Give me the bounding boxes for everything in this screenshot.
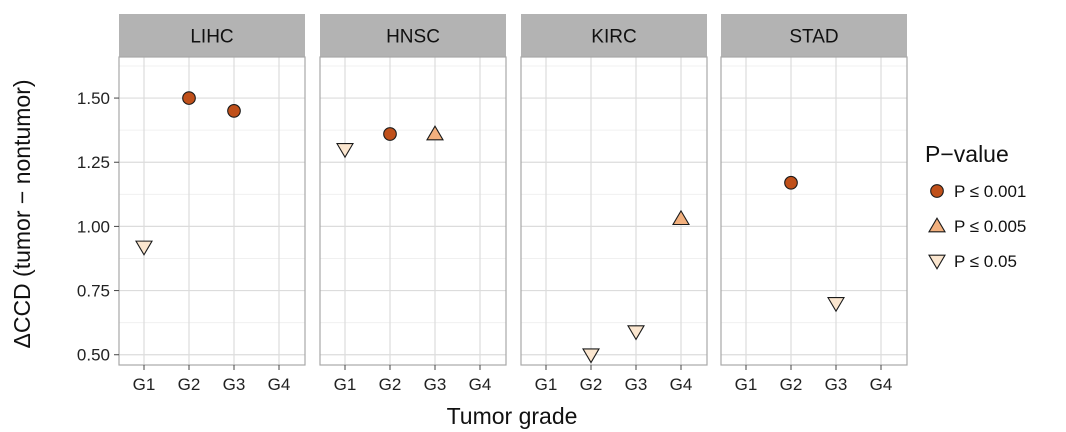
facet-strip [721,14,907,57]
legend-label: P ≤ 0.05 [954,252,1017,271]
x-tick-label: G1 [133,375,156,394]
panel-background [521,57,707,365]
legend-label: P ≤ 0.005 [954,217,1026,236]
panel-kirc: KIRC G1 G2 G3 G4 [520,14,708,394]
x-tick-label: G2 [780,375,803,394]
facet-strip [320,14,506,57]
x-tick-label: G3 [825,375,848,394]
x-tick-label: G1 [735,375,758,394]
data-point [582,348,600,364]
x-tick-label: G2 [379,375,402,394]
x-axis-title: Tumor grade [447,403,578,429]
panel-background [320,57,506,365]
legend-title: P−value [925,141,1009,167]
x-tick-label: G3 [625,375,648,394]
x-tick-label: G4 [670,375,693,394]
panel-border [520,56,708,366]
y-tick-label: 1.50 [77,89,110,108]
x-tick-label: G2 [580,375,603,394]
data-point [627,325,645,341]
data-point [784,175,798,190]
data-point [426,125,444,141]
legend-key [928,254,946,270]
y-axis-title: ΔCCD (tumor − nontumor) [9,79,35,348]
x-tick-label: G4 [268,375,291,394]
data-point [336,143,354,159]
x-tick-label: G3 [424,375,447,394]
x-tick-label: G1 [334,375,357,394]
legend: P−value P ≤ 0.001 P ≤ 0.005 P ≤ 0.05 [925,141,1026,271]
facet-strip-label: HNSC [386,27,440,48]
y-tick-label: 1.00 [77,217,110,236]
x-tick-label: G4 [469,375,492,394]
y-tick-label: 1.25 [77,153,110,172]
data-point [672,209,690,226]
x-tick-label: G2 [178,375,201,394]
panel-border [118,56,306,366]
y-axis: 0.50 0.75 1.00 1.25 1.50 [77,89,119,365]
legend-item: P ≤ 0.001 [930,182,1026,201]
panel-hnsc: HNSC G1 G2 G3 G4 [319,14,507,394]
x-tick-label: G1 [535,375,558,394]
y-tick-label: 0.75 [77,282,110,301]
facet-strip-label: LIHC [190,27,233,48]
x-tick-label: G3 [223,375,246,394]
facet-strip-label: STAD [789,27,838,48]
legend-item: P ≤ 0.05 [928,252,1017,271]
facet-strip-label: KIRC [591,27,636,48]
y-tick-label: 0.50 [77,346,110,365]
data-point [182,91,196,105]
facet-strip [119,14,305,57]
data-point [227,104,241,118]
data-point [383,127,397,141]
legend-items: P ≤ 0.001 P ≤ 0.005 P ≤ 0.05 [928,182,1026,271]
x-tick-label: G4 [870,375,893,394]
facet-strip [521,14,707,57]
panel-border [720,56,908,366]
data-point [827,297,845,313]
panel-lihc: LIHC G1 G2 G3 G4 [118,14,306,394]
panel-background [119,57,305,365]
panel-background [721,57,907,365]
legend-label: P ≤ 0.001 [954,182,1026,201]
panel-stad: STAD G1 G2 G3 G4 [720,14,908,394]
legend-key [928,217,946,233]
legend-item: P ≤ 0.005 [928,217,1026,236]
legend-key [930,184,944,198]
panel-border [319,56,507,366]
data-point [135,240,153,256]
